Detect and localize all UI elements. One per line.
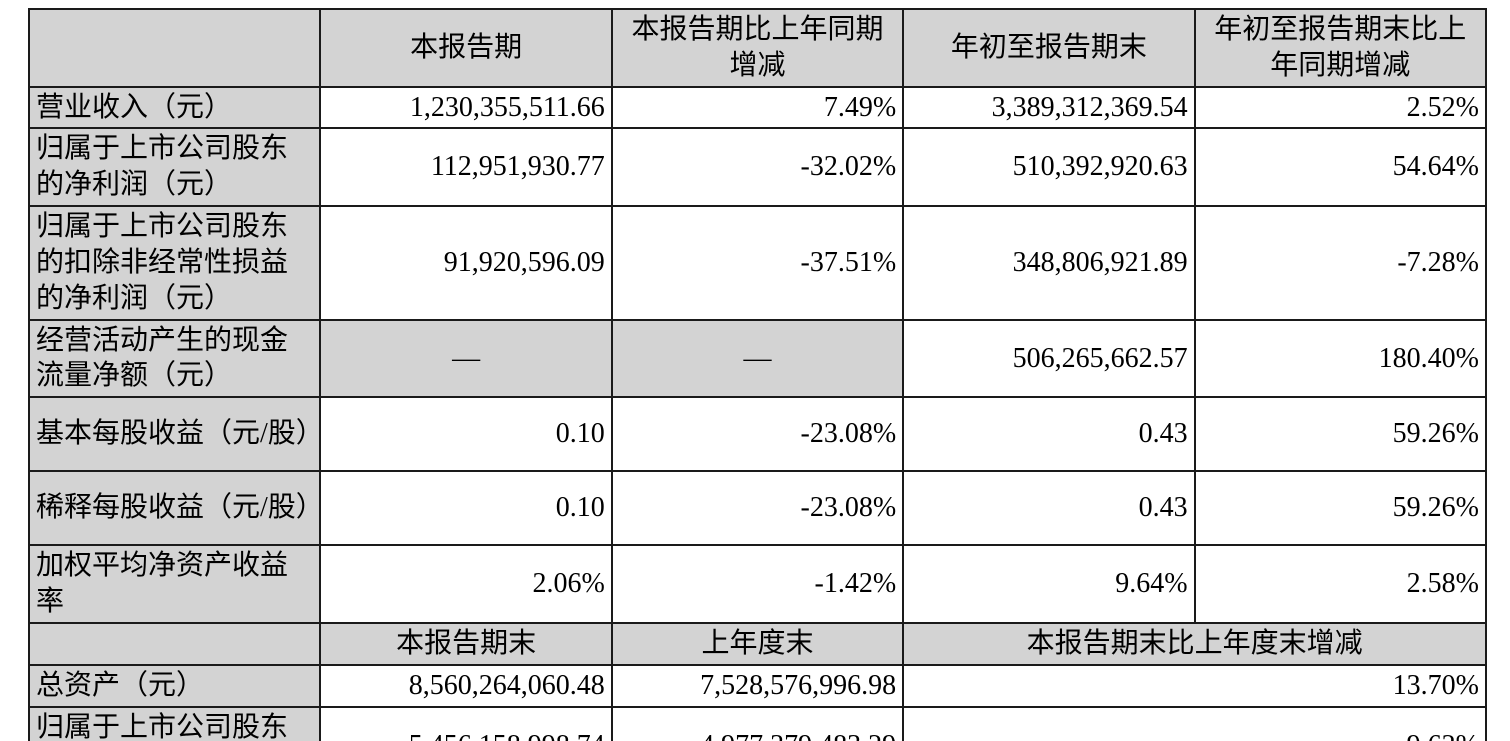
cell-current: 0.10 (319, 470, 613, 547)
cell-ytd: 3,389,312,369.54 (902, 85, 1196, 130)
row-label: 基本每股收益（元/股） (27, 396, 322, 473)
row-label: 稀释每股收益（元/股） (27, 470, 322, 547)
cell-change: 9.62% (902, 705, 1487, 741)
corner-cell (27, 621, 322, 666)
table-row-diluted-eps: 稀释每股收益（元/股） 0.10 -23.08% 0.43 59.26% (27, 470, 1488, 547)
cell-period-end: 5,456,158,998.74 (319, 705, 613, 741)
cell-prior-year-end: 4,977,379,483.29 (610, 705, 905, 741)
cell-yoy-dash: — (610, 318, 905, 399)
cell-ytd: 9.64% (902, 544, 1196, 624)
row-label: 营业收入（元） (27, 85, 322, 130)
header-ytd: 年初至报告期末 (902, 8, 1196, 88)
cell-current: 112,951,930.77 (319, 127, 613, 208)
table-row-operating-cash-flow: 经营活动产生的现金流量净额（元） — — 506,265,662.57 180.… (27, 318, 1488, 399)
header-current-period: 本报告期 (319, 8, 613, 88)
cell-yoy: 7.49% (610, 85, 905, 130)
cell-ytd: 0.43 (902, 396, 1196, 473)
cell-ytd: 506,265,662.57 (902, 318, 1196, 399)
cell-ytd-yoy: 59.26% (1193, 470, 1488, 547)
header-period-end: 本报告期末 (319, 621, 613, 666)
cell-current: 91,920,596.09 (319, 205, 613, 321)
table-row-net-profit: 归属于上市公司股东的净利润（元） 112,951,930.77 -32.02% … (27, 127, 1488, 208)
table-row-net-profit-excl-nonrecurring: 归属于上市公司股东的扣除非经常性损益的净利润（元） 91,920,596.09 … (27, 205, 1488, 321)
cell-ytd-yoy: -7.28% (1193, 205, 1488, 321)
corner-cell (27, 8, 322, 88)
mid-header-row: 本报告期末 上年度末 本报告期末比上年度末增减 (27, 621, 1487, 666)
cell-yoy: -23.08% (610, 470, 905, 547)
cell-ytd-yoy: 54.64% (1193, 127, 1488, 208)
cell-period-end: 8,560,264,060.48 (319, 663, 613, 708)
cell-yoy: -32.02% (610, 127, 905, 208)
row-label: 归属于上市公司股东的净利润（元） (27, 127, 322, 208)
row-label: 总资产（元） (27, 663, 322, 708)
cell-ytd-yoy: 180.40% (1193, 318, 1488, 399)
cell-current-dash: — (319, 318, 613, 399)
cell-ytd-yoy: 2.52% (1193, 85, 1488, 130)
table-row-basic-eps: 基本每股收益（元/股） 0.10 -23.08% 0.43 59.26% (27, 396, 1488, 473)
cell-ytd: 348,806,921.89 (902, 205, 1196, 321)
cell-ytd: 0.43 (902, 470, 1196, 547)
header-current-period-yoy-change: 本报告期比上年同期增减 (610, 8, 905, 88)
cell-ytd-yoy: 2.58% (1193, 544, 1488, 624)
financial-summary-table: 本报告期 本报告期比上年同期增减 年初至报告期末 年初至报告期末比上年同期增减 … (27, 8, 1488, 741)
cell-yoy: -1.42% (610, 544, 905, 624)
table-row-equity-attributable-to-shareholders: 归属于上市公司股东的所有者权益（元） 5,456,158,998.74 4,97… (27, 705, 1487, 741)
table-row-total-assets: 总资产（元） 8,560,264,060.48 7,528,576,996.98… (27, 663, 1487, 708)
row-label: 经营活动产生的现金流量净额（元） (27, 318, 322, 399)
cell-yoy: -37.51% (610, 205, 905, 321)
cell-current: 0.10 (319, 396, 613, 473)
top-header-row: 本报告期 本报告期比上年同期增减 年初至报告期末 年初至报告期末比上年同期增减 (27, 8, 1488, 88)
cell-current: 1,230,355,511.66 (319, 85, 613, 130)
cell-current: 2.06% (319, 544, 613, 624)
cell-prior-year-end: 7,528,576,996.98 (610, 663, 905, 708)
cell-yoy: -23.08% (610, 396, 905, 473)
cell-ytd-yoy: 59.26% (1193, 396, 1488, 473)
row-label: 归属于上市公司股东的所有者权益（元） (27, 705, 322, 741)
header-prior-year-end: 上年度末 (610, 621, 905, 666)
row-label: 加权平均净资产收益率 (27, 544, 322, 624)
cell-change: 13.70% (902, 663, 1487, 708)
header-ytd-yoy-change: 年初至报告期末比上年同期增减 (1193, 8, 1488, 88)
header-period-end-vs-prior-year-end: 本报告期末比上年度末增减 (902, 621, 1487, 666)
table-row-operating-revenue: 营业收入（元） 1,230,355,511.66 7.49% 3,389,312… (27, 85, 1488, 130)
cell-ytd: 510,392,920.63 (902, 127, 1196, 208)
row-label: 归属于上市公司股东的扣除非经常性损益的净利润（元） (27, 205, 322, 321)
table-row-weighted-avg-roe: 加权平均净资产收益率 2.06% -1.42% 9.64% 2.58% (27, 544, 1488, 624)
